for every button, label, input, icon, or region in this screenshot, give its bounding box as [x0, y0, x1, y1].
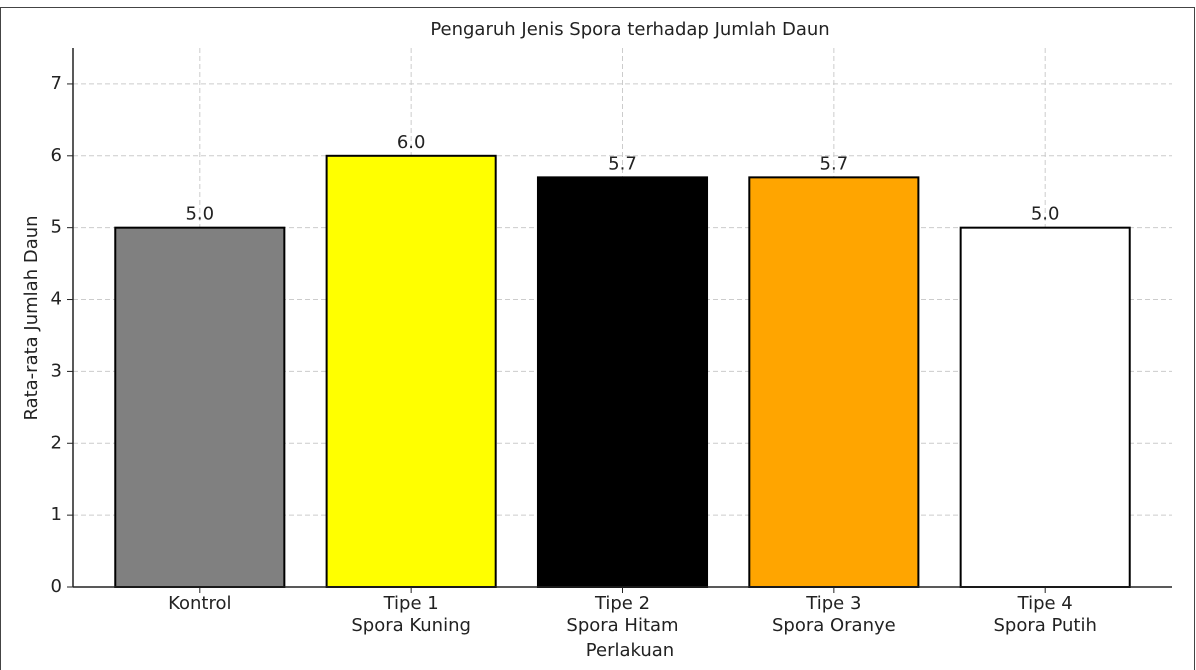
y-tick-label: 2: [51, 432, 62, 453]
frame: [0, 7, 1195, 670]
bar: [536, 176, 709, 589]
y-tick-label: 7: [51, 73, 62, 94]
chart-title: Pengaruh Jenis Spora terhadap Jumlah Dau…: [430, 19, 829, 40]
bar: [959, 226, 1131, 589]
y-tick-label: 4: [51, 289, 62, 310]
bar: [114, 226, 286, 589]
x-tick-label: Tipe 2 Spora Hitam: [566, 593, 679, 636]
x-tick-label: Tipe 4 Spora Putih: [993, 593, 1097, 636]
value-label: 5.0: [185, 204, 214, 225]
value-label: 6.0: [397, 132, 426, 153]
y-tick-label: 0: [51, 576, 62, 597]
y-tick-label: 6: [51, 145, 62, 166]
y-tick-label: 3: [51, 360, 62, 381]
value-label: 5.7: [820, 153, 849, 174]
x-axis-label: Perlakuan: [586, 640, 674, 661]
x-tick-label: Tipe 1 Spora Kuning: [351, 593, 471, 636]
value-label: 5.0: [1031, 204, 1060, 225]
x-tick-label: Kontrol: [168, 593, 232, 614]
bar: [748, 176, 920, 589]
y-tick-label: 5: [51, 217, 62, 238]
value-label: 5.7: [608, 153, 637, 174]
y-axis-label: Rata-rata Jumlah Daun: [21, 215, 42, 420]
x-tick-label: Tipe 3 Spora Oranye: [771, 593, 896, 636]
bar: [325, 154, 497, 589]
y-tick-label: 1: [51, 504, 62, 525]
